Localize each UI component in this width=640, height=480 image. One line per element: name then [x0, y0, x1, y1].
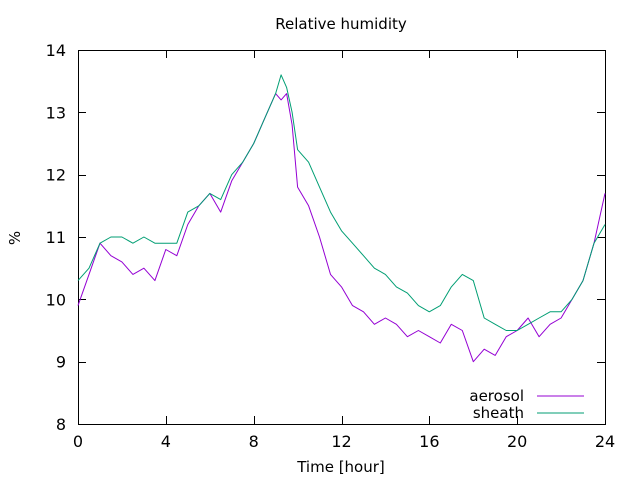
axis-tick-labels: 0 4 8 12 16 20 24 8 9 10 11 12 13 14: [46, 41, 616, 451]
x-axis-label: Time [hour]: [296, 458, 385, 476]
plot-frame: [78, 50, 606, 425]
y-tick-label: 8: [56, 415, 66, 434]
axis-ticks: [78, 50, 606, 425]
x-tick-label: 0: [73, 432, 83, 451]
y-tick-label: 11: [46, 228, 66, 247]
y-tick-label: 13: [46, 103, 66, 122]
x-tick-label: 20: [507, 432, 527, 451]
chart-title: Relative humidity: [275, 15, 407, 33]
x-tick-label: 24: [595, 432, 615, 451]
legend-label-sheath: sheath: [473, 404, 524, 422]
y-axis-label: %: [6, 231, 24, 245]
x-tick-label: 16: [419, 432, 439, 451]
x-tick-label: 8: [249, 432, 259, 451]
y-tick-label: 9: [56, 353, 66, 372]
series-line-aerosol: [77, 93, 606, 363]
x-tick-label: 12: [331, 432, 351, 451]
y-tick-label: 10: [46, 290, 66, 309]
x-tick-label: 4: [161, 432, 171, 451]
y-tick-label: 12: [46, 166, 66, 185]
series-lines: [77, 74, 606, 363]
legend-label-aerosol: aerosol: [469, 387, 524, 405]
series-line-sheath: [77, 74, 606, 331]
y-tick-label: 14: [46, 41, 66, 60]
